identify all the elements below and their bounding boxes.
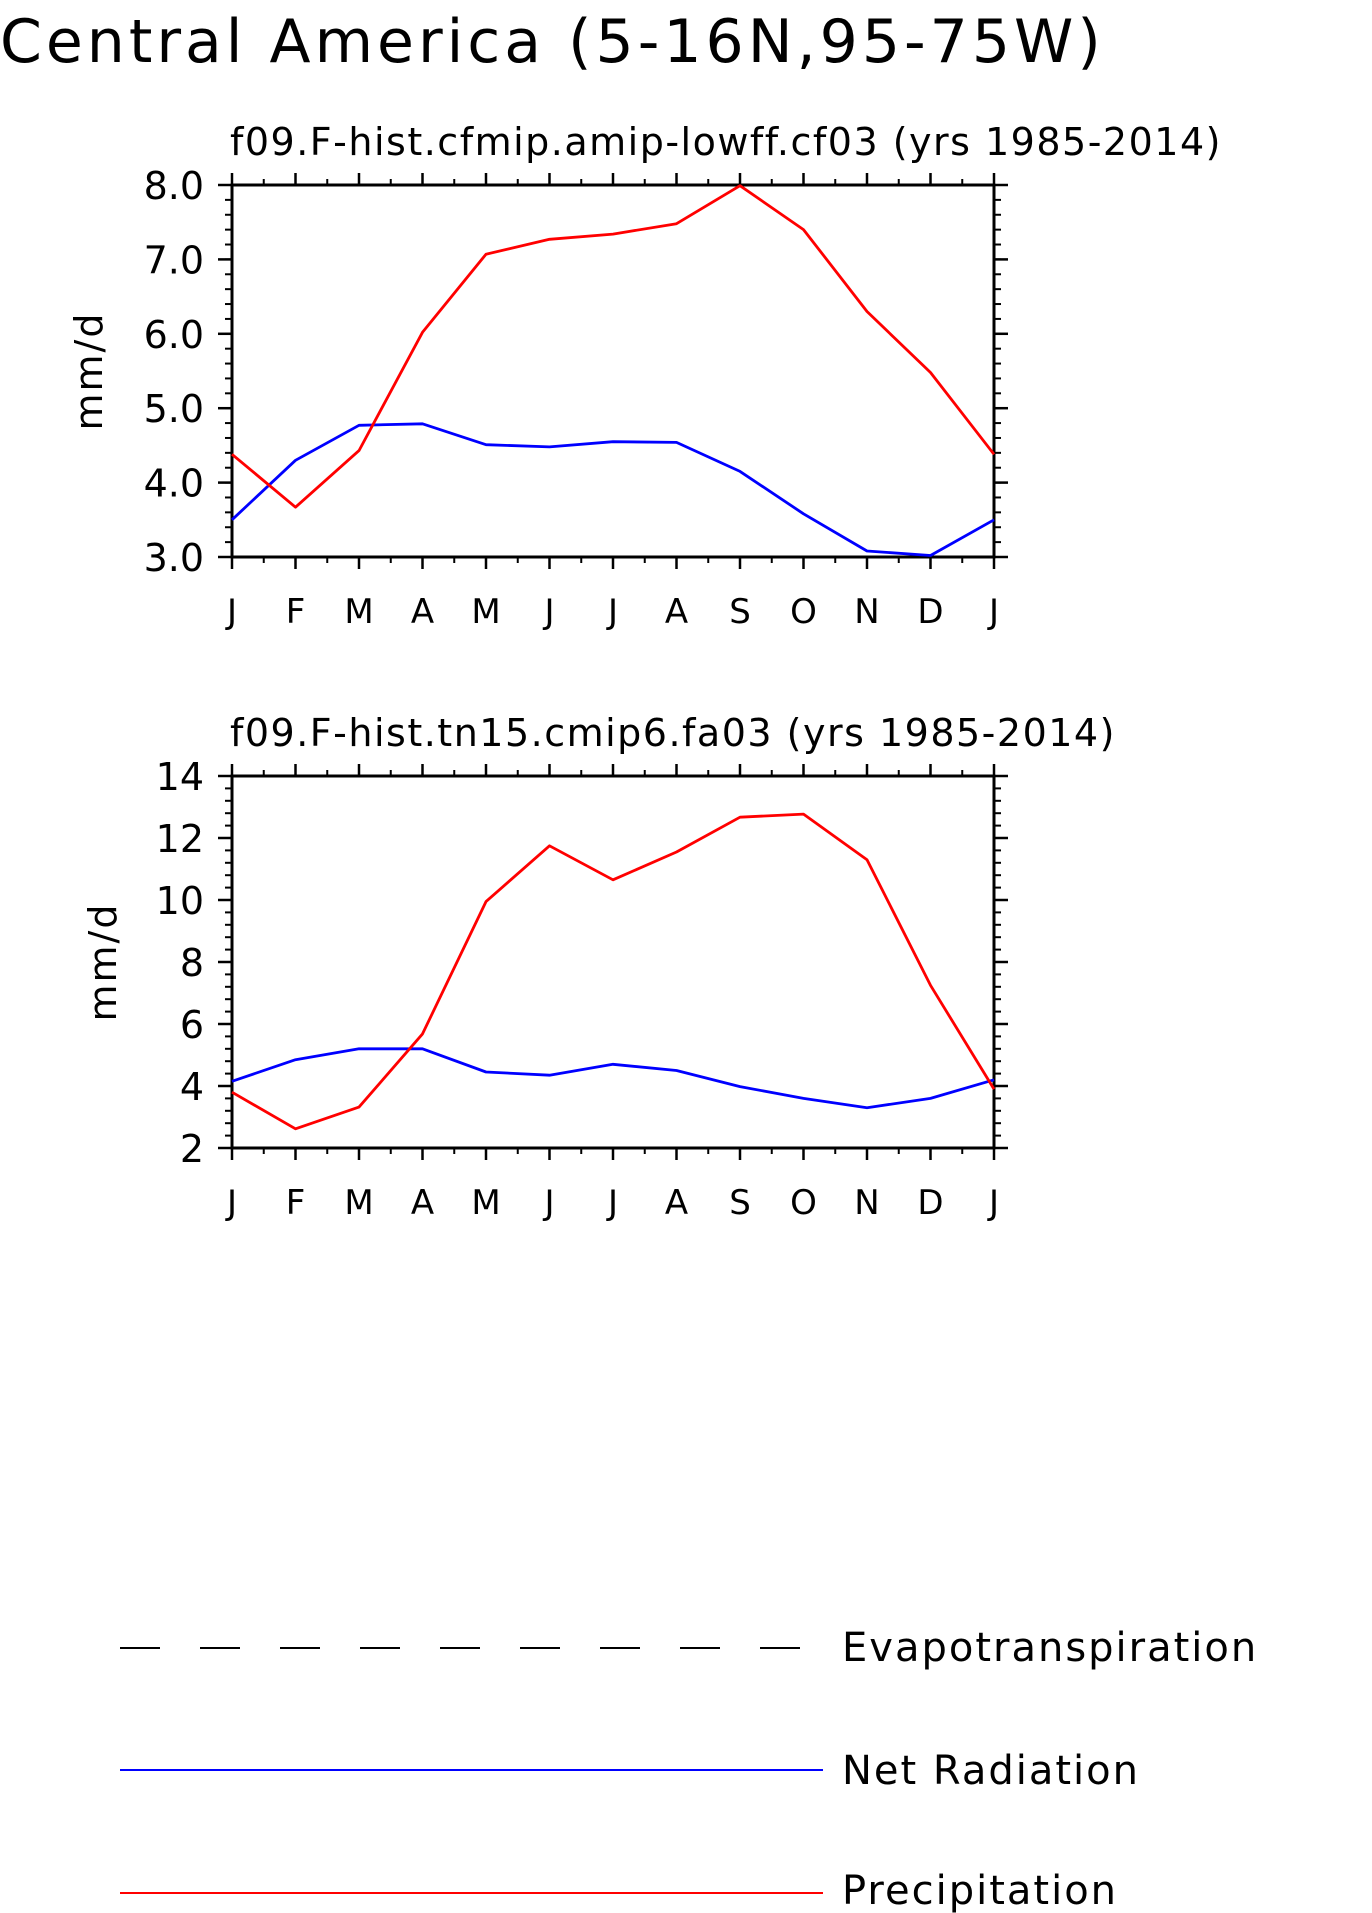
x-tick-label: O [790, 592, 817, 632]
y-tick-label: 4.0 [144, 462, 204, 506]
plot-frame [230, 183, 996, 559]
x-tick-label: J [987, 592, 999, 632]
y-tick-label: 4 [180, 1065, 204, 1109]
chart-title: f09.F-hist.cfmip.amip-lowff.cf03 (yrs 19… [230, 120, 1222, 164]
x-tick-label: A [665, 592, 688, 632]
series-line-precipitation [231, 812, 996, 1131]
y-axis-label: mm/d [67, 312, 111, 431]
y-tick-label: 10 [156, 879, 204, 923]
series-line-net-radiation [231, 1047, 995, 1110]
x-tick-label: D [917, 1183, 943, 1223]
y-tick-label: 14 [156, 755, 204, 799]
x-tick-label: S [729, 592, 751, 632]
x-tick-label: N [854, 1183, 879, 1223]
y-tick-label: 7.0 [144, 238, 204, 282]
figure-title: Central America (5-16N,95-75W) [0, 7, 1105, 77]
x-tick-label: A [411, 592, 434, 632]
x-tick-label: M [471, 592, 500, 632]
x-tick-label: S [729, 1183, 751, 1223]
x-tick-label: N [854, 592, 879, 632]
x-tick-label: A [665, 1183, 688, 1223]
y-tick-label: 12 [156, 817, 204, 861]
y-tick-label: 6 [180, 1003, 204, 1047]
x-tick-label: F [286, 592, 306, 632]
x-tick-label: F [286, 1183, 306, 1223]
y-tick-label: 8 [180, 941, 204, 985]
legend-evapotranspiration-label: Evapotranspiration [842, 1625, 1258, 1671]
y-axis-label: mm/d [81, 903, 125, 1022]
series-line-precipitation [231, 184, 996, 509]
y-tick-label: 3.0 [144, 536, 204, 580]
x-tick-label: M [344, 592, 373, 632]
x-tick-label: O [790, 1183, 817, 1223]
y-tick-label: 6.0 [144, 313, 204, 357]
x-tick-label: J [542, 592, 554, 632]
x-tick-label: J [987, 1183, 999, 1223]
x-tick-label: J [606, 1183, 618, 1223]
chart-panel-top: f09.F-hist.cfmip.amip-lowff.cf03 (yrs 19… [67, 120, 1222, 632]
y-tick-label: 2 [180, 1127, 204, 1171]
x-tick-label: J [225, 592, 237, 632]
x-tick-label: M [471, 1183, 500, 1223]
y-tick-label: 5.0 [144, 387, 204, 431]
x-tick-label: J [606, 592, 618, 632]
x-tick-label: D [917, 592, 943, 632]
plot-frame [230, 774, 996, 1150]
chart-panel-bottom: f09.F-hist.tn15.cmip6.fa03 (yrs 1985-201… [81, 711, 1116, 1223]
legend-net-radiation-label: Net Radiation [842, 1748, 1140, 1794]
x-tick-label: M [344, 1183, 373, 1223]
x-tick-label: J [542, 1183, 554, 1223]
series-line-net-radiation [231, 422, 995, 557]
x-tick-label: A [411, 1183, 434, 1223]
x-tick-label: J [225, 1183, 237, 1223]
legend-precipitation-label: Precipitation [842, 1868, 1118, 1913]
y-tick-label: 8.0 [144, 164, 204, 208]
legend: Evapotranspiration Net Radiation Precipi… [120, 1625, 1258, 1913]
chart-title: f09.F-hist.tn15.cmip6.fa03 (yrs 1985-201… [230, 711, 1116, 755]
